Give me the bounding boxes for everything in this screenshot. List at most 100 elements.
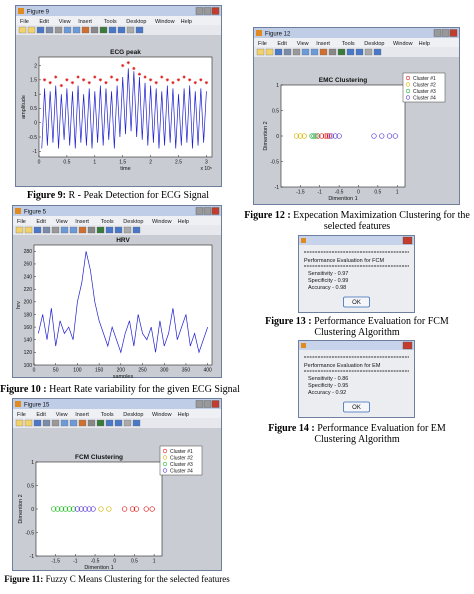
menu-item[interactable]: Tools	[104, 19, 117, 25]
menu-item[interactable]: Window	[152, 412, 172, 418]
menu-item[interactable]: Help	[178, 412, 189, 418]
toolbar-icon[interactable]	[114, 419, 123, 427]
menu-item[interactable]: Tools	[101, 412, 114, 418]
menu-item[interactable]: Edit	[36, 219, 46, 225]
toolbar-icon[interactable]	[337, 48, 346, 56]
menu-item[interactable]: File	[258, 41, 267, 47]
menu-item[interactable]: Help	[178, 219, 189, 225]
toolbar-icon[interactable]	[24, 226, 33, 234]
toolbar-icon[interactable]	[132, 226, 141, 234]
menu-item[interactable]: Insert	[75, 412, 89, 418]
menu-item[interactable]: Help	[419, 41, 430, 47]
toolbar-icon[interactable]	[27, 26, 36, 34]
dialog-close[interactable]	[402, 236, 413, 245]
window-button[interactable]	[195, 207, 204, 215]
toolbar-icon[interactable]	[301, 48, 310, 56]
menu-item[interactable]: View	[56, 412, 68, 418]
toolbar-icon[interactable]	[69, 226, 78, 234]
toolbar-icon[interactable]	[51, 226, 60, 234]
menu-item[interactable]: Desktop	[123, 219, 143, 225]
toolbar-icon[interactable]	[265, 48, 274, 56]
toolbar-icon[interactable]	[36, 26, 45, 34]
dialog-close[interactable]	[402, 341, 413, 350]
window-button[interactable]	[211, 400, 220, 408]
toolbar-icon[interactable]	[123, 419, 132, 427]
toolbar-icon[interactable]	[69, 419, 78, 427]
menu-item[interactable]: Window	[155, 19, 175, 25]
ok-button[interactable]	[343, 401, 370, 413]
toolbar-icon[interactable]	[117, 26, 126, 34]
toolbar-icon[interactable]	[90, 26, 99, 34]
toolbar-icon[interactable]	[18, 26, 27, 34]
toolbar-icon[interactable]	[81, 26, 90, 34]
toolbar-icon[interactable]	[78, 419, 87, 427]
toolbar-icon[interactable]	[373, 48, 382, 56]
menu-item[interactable]: File	[17, 219, 26, 225]
toolbar-icon[interactable]	[87, 226, 96, 234]
menu-item[interactable]: Insert	[316, 41, 330, 47]
menu-item[interactable]: Insert	[78, 19, 92, 25]
toolbar-icon[interactable]	[355, 48, 364, 56]
toolbar-icon[interactable]	[33, 226, 42, 234]
ok-button-label[interactable]: OK	[352, 405, 361, 411]
window-button[interactable]	[195, 400, 204, 408]
menu-item[interactable]: View	[56, 219, 68, 225]
window-button[interactable]	[211, 7, 220, 15]
toolbar-icon[interactable]	[135, 26, 144, 34]
menu-item[interactable]: Desktop	[123, 412, 143, 418]
toolbar-icon[interactable]	[105, 419, 114, 427]
toolbar-icon[interactable]	[105, 226, 114, 234]
toolbar-icon[interactable]	[364, 48, 373, 56]
toolbar-icon[interactable]	[60, 226, 69, 234]
menu-item[interactable]: Edit	[277, 41, 287, 47]
window-button[interactable]	[211, 207, 220, 215]
toolbar-icon[interactable]	[54, 26, 63, 34]
toolbar-icon[interactable]	[24, 419, 33, 427]
toolbar-icon[interactable]	[72, 26, 81, 34]
toolbar-icon[interactable]	[96, 226, 105, 234]
menu-item[interactable]: Desktop	[126, 19, 146, 25]
menu-item[interactable]: Edit	[39, 19, 49, 25]
toolbar-icon[interactable]	[283, 48, 292, 56]
menu-item[interactable]: Insert	[75, 219, 89, 225]
toolbar-icon[interactable]	[60, 419, 69, 427]
menu-item[interactable]: Edit	[36, 412, 46, 418]
menu-item[interactable]: View	[59, 19, 71, 25]
toolbar-icon[interactable]	[42, 419, 51, 427]
toolbar-icon[interactable]	[63, 26, 72, 34]
toolbar-icon[interactable]	[15, 226, 24, 234]
window-button[interactable]	[441, 29, 450, 37]
toolbar-icon[interactable]	[256, 48, 265, 56]
menu-item[interactable]: File	[20, 19, 29, 25]
window-button[interactable]	[449, 29, 458, 37]
menu-item[interactable]: Tools	[342, 41, 355, 47]
menu-item[interactable]: Tools	[101, 219, 114, 225]
toolbar-icon[interactable]	[114, 226, 123, 234]
toolbar-icon[interactable]	[108, 26, 117, 34]
window-button[interactable]	[203, 7, 212, 15]
menu-item[interactable]: File	[17, 412, 26, 418]
window-button[interactable]	[433, 29, 442, 37]
toolbar-icon[interactable]	[33, 419, 42, 427]
toolbar-icon[interactable]	[78, 226, 87, 234]
toolbar-icon[interactable]	[274, 48, 283, 56]
toolbar-icon[interactable]	[132, 419, 141, 427]
toolbar-icon[interactable]	[15, 419, 24, 427]
menu-item[interactable]: Window	[152, 219, 172, 225]
window-button[interactable]	[203, 400, 212, 408]
menu-item[interactable]: Desktop	[364, 41, 384, 47]
toolbar-icon[interactable]	[126, 26, 135, 34]
toolbar-icon[interactable]	[51, 419, 60, 427]
toolbar-icon[interactable]	[346, 48, 355, 56]
ok-button[interactable]	[343, 296, 370, 308]
toolbar-icon[interactable]	[99, 26, 108, 34]
window-button[interactable]	[195, 7, 204, 15]
ok-button-label[interactable]: OK	[352, 300, 361, 306]
toolbar-icon[interactable]	[96, 419, 105, 427]
toolbar-icon[interactable]	[328, 48, 337, 56]
toolbar-icon[interactable]	[45, 26, 54, 34]
menu-item[interactable]: Help	[181, 19, 192, 25]
menu-item[interactable]: View	[297, 41, 309, 47]
toolbar-icon[interactable]	[310, 48, 319, 56]
toolbar-icon[interactable]	[123, 226, 132, 234]
